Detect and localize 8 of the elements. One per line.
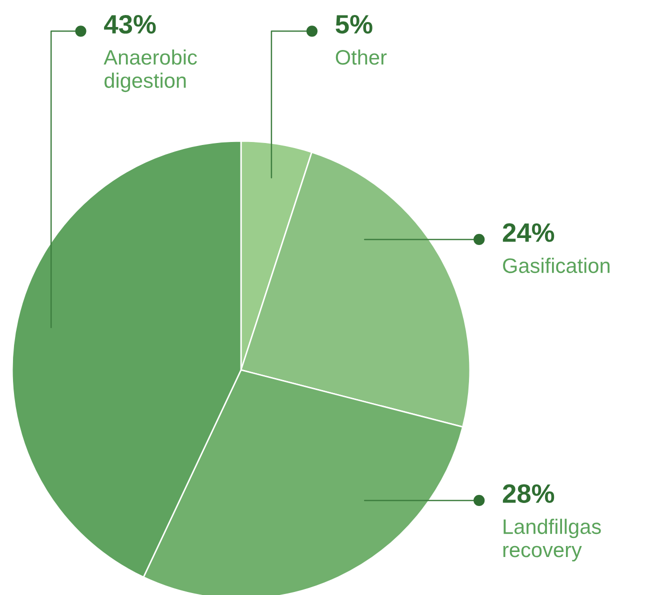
data-label: 28% xyxy=(502,484,554,503)
slice-label: Other xyxy=(336,49,387,65)
slice-label: Gasification xyxy=(503,258,610,274)
slice-label: Landfillgas recovery xyxy=(503,518,601,562)
data-label: 24% xyxy=(502,223,554,242)
data-label: 43% xyxy=(104,14,156,34)
data-label: 5% xyxy=(336,15,372,34)
slice-label: Anaerobic digestion xyxy=(104,49,197,92)
